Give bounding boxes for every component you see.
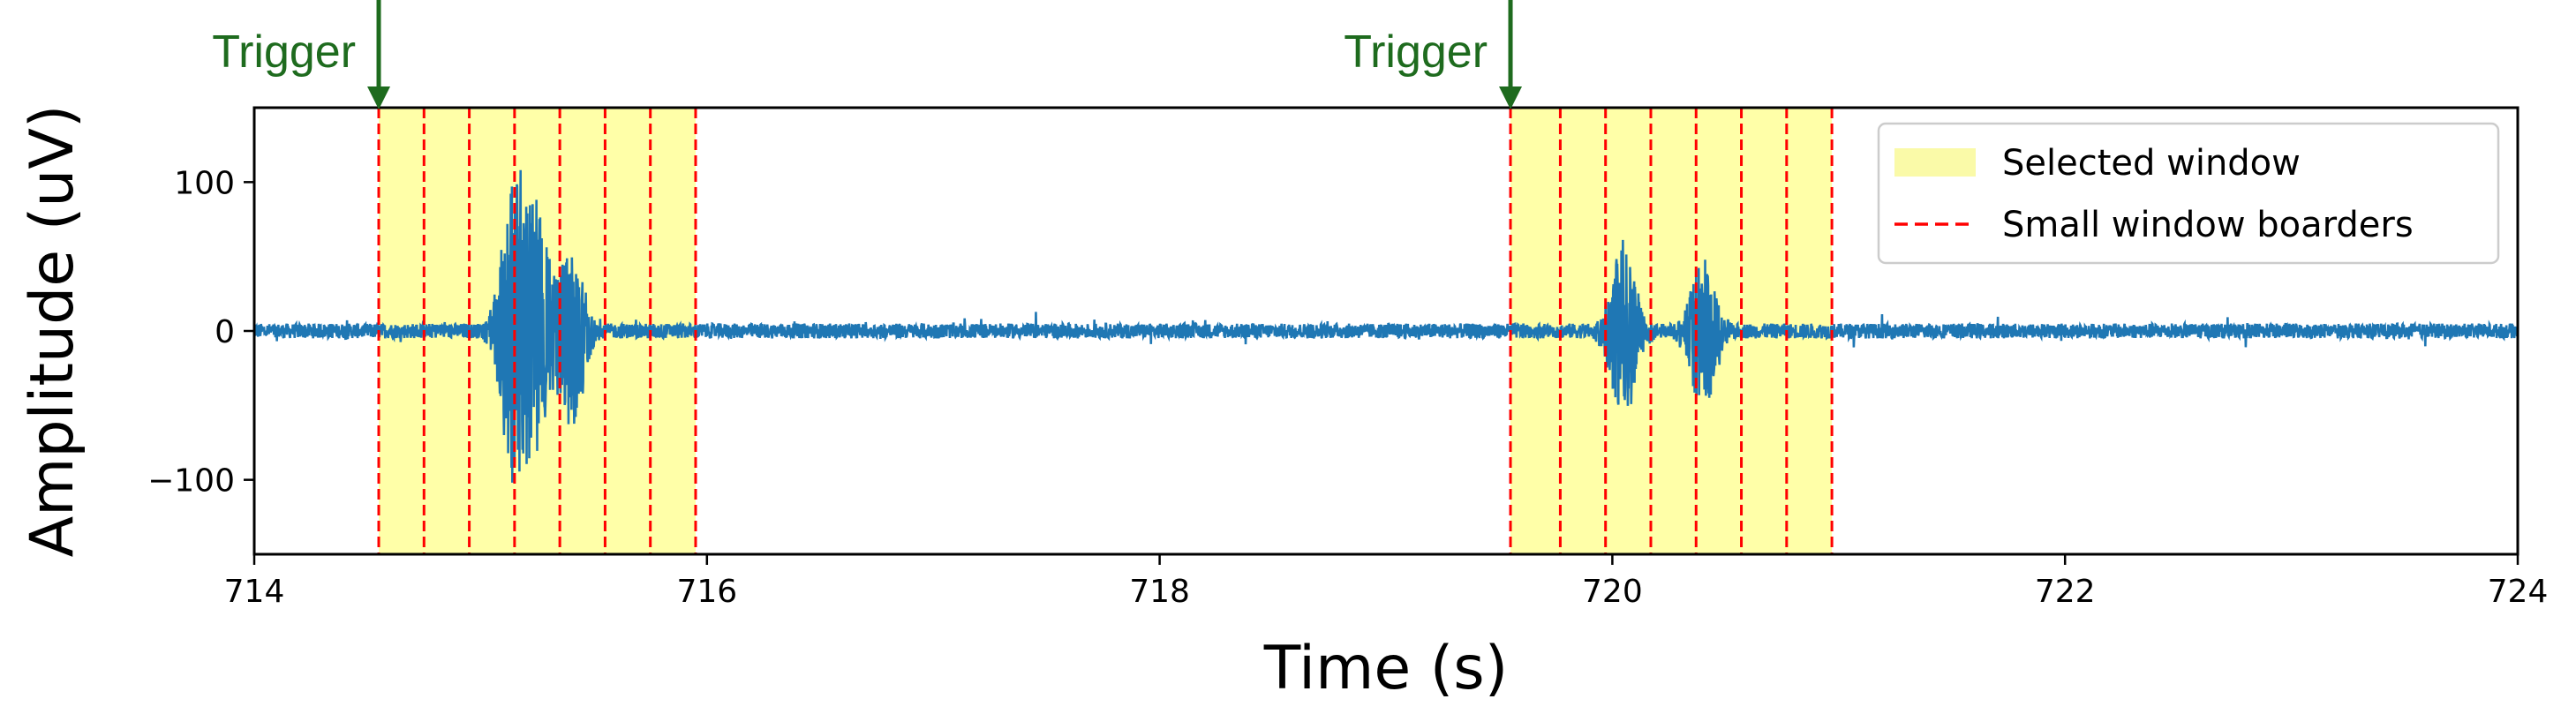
- legend: Selected window Small window boarders: [1877, 122, 2500, 265]
- trigger-arrow-head: [1499, 86, 1523, 109]
- trigger-arrow-head: [367, 86, 391, 109]
- y-axis-ticks: −100 0 100: [147, 165, 254, 500]
- window-borders: [377, 108, 1834, 554]
- y-tick-label: −100: [147, 463, 235, 500]
- y-tick-label: 100: [174, 165, 235, 201]
- trigger-annotations: Trigger Trigger: [212, 0, 1523, 109]
- x-tick-label: 722: [2035, 574, 2096, 610]
- y-axis-title: Amplitude (uV): [18, 105, 87, 558]
- trigger-annotation-1: Trigger: [212, 0, 391, 109]
- legend-box: [1877, 122, 2500, 265]
- x-axis-ticks: 714 716 718 720 722 724: [224, 554, 2549, 610]
- x-tick-label: 724: [2488, 574, 2549, 610]
- legend-label: Small window boarders: [2002, 205, 2414, 245]
- signal-series: [253, 169, 2519, 483]
- x-tick-label: 720: [1582, 574, 1643, 610]
- trigger-annotation-2: Trigger: [1344, 0, 1523, 109]
- legend-swatch-window: [1894, 148, 1976, 177]
- signal-line: [253, 169, 2519, 483]
- trigger-label: Trigger: [1344, 26, 1488, 78]
- x-axis-title: Time (s): [1263, 634, 1509, 703]
- y-tick-label: 0: [215, 314, 235, 350]
- legend-label: Selected window: [2002, 143, 2301, 184]
- x-tick-label: 714: [224, 574, 285, 610]
- x-tick-label: 718: [1129, 574, 1190, 610]
- x-tick-label: 716: [676, 574, 737, 610]
- trigger-label: Trigger: [212, 26, 356, 78]
